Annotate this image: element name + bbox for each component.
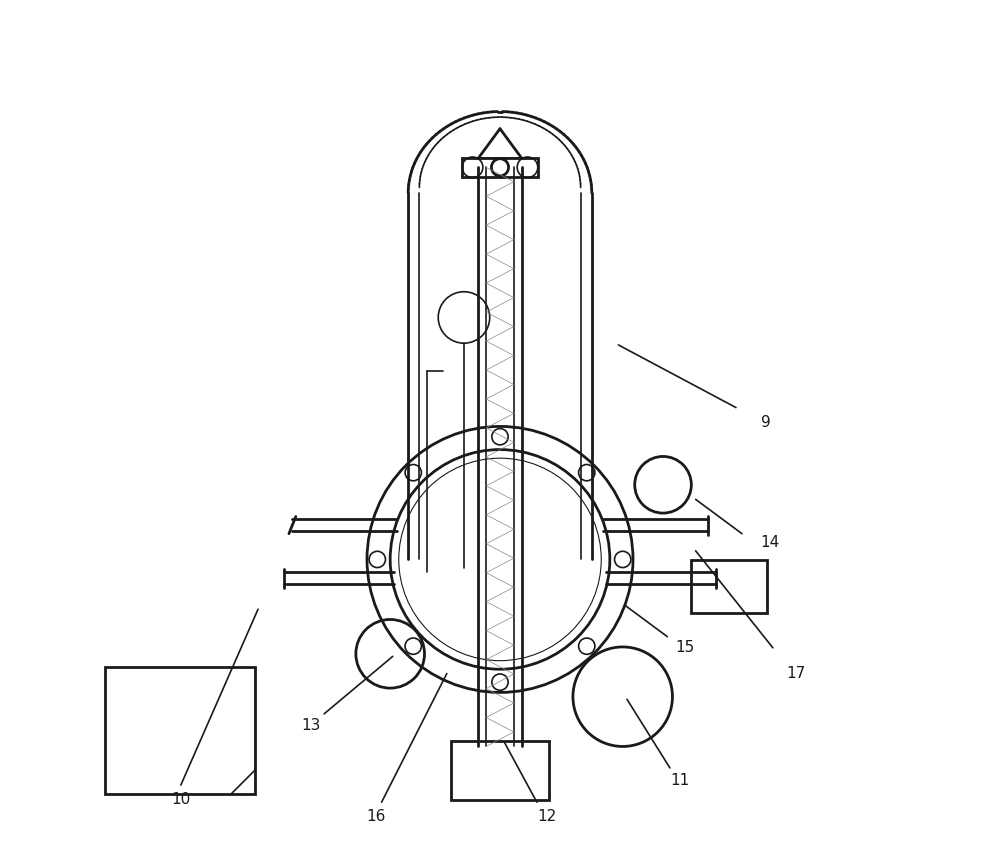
Bar (105, 667, 255, 794)
Bar (691, 560, 767, 613)
Text: 12: 12 (538, 809, 557, 825)
Text: 17: 17 (786, 666, 806, 681)
Bar (462, 158, 538, 177)
Text: 16: 16 (366, 809, 385, 825)
Text: 9: 9 (761, 414, 771, 430)
Text: 10: 10 (171, 792, 190, 807)
Text: 15: 15 (675, 640, 694, 656)
Text: 13: 13 (302, 717, 321, 733)
Text: 14: 14 (761, 535, 780, 550)
Bar (451, 741, 549, 800)
Text: 11: 11 (671, 773, 690, 789)
